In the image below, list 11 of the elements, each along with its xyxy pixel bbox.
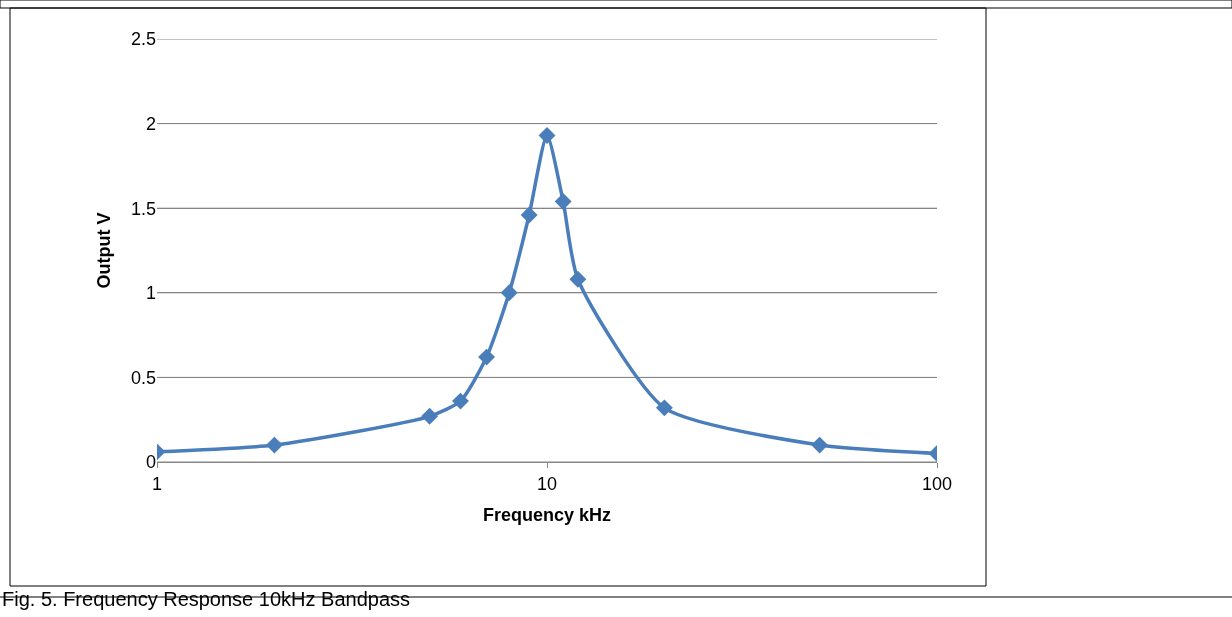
y-tick-label: 0	[145, 452, 156, 473]
y-tick-label: 2.5	[130, 29, 156, 50]
y-tick-label: 1	[145, 283, 156, 304]
x-axis-title: Frequency kHz	[482, 504, 612, 525]
x-tick-label: 10	[536, 473, 558, 494]
x-tick-label: 100	[921, 473, 953, 494]
y-tick-label: 2	[145, 113, 156, 134]
y-tick-label: 0.5	[130, 367, 156, 388]
y-axis-title: Output V	[94, 212, 115, 289]
y-tick-label: 1.5	[130, 198, 156, 219]
caption: Fig. 5. Frequency Response 10kHz Bandpass	[2, 588, 410, 610]
